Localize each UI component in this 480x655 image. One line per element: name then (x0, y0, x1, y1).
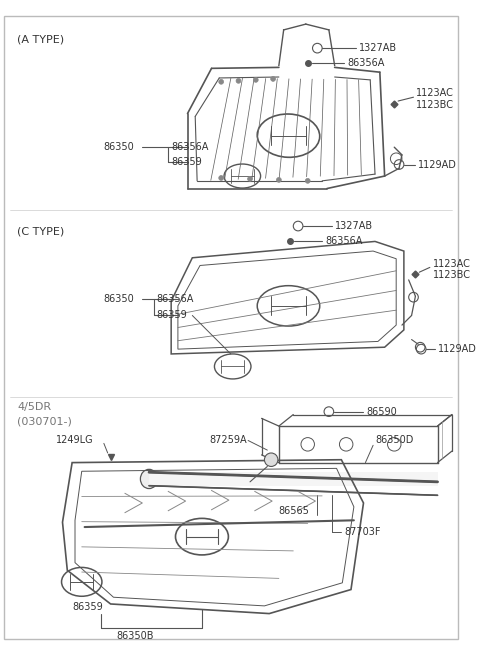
Text: 86359: 86359 (72, 602, 103, 612)
Text: (030701-): (030701-) (17, 417, 72, 426)
Circle shape (219, 79, 224, 84)
Circle shape (305, 178, 310, 183)
Text: 1327AB: 1327AB (335, 221, 373, 231)
Circle shape (236, 79, 241, 83)
Text: 1249LG: 1249LG (56, 436, 94, 445)
Ellipse shape (140, 470, 158, 489)
Text: 86350D: 86350D (375, 436, 413, 445)
Circle shape (264, 453, 278, 466)
Circle shape (253, 77, 258, 83)
Text: 1129AD: 1129AD (438, 344, 477, 354)
Text: 86356A: 86356A (347, 58, 384, 67)
Text: 86350: 86350 (104, 294, 134, 304)
Text: 4/5DR: 4/5DR (17, 402, 51, 412)
Circle shape (276, 178, 281, 182)
Text: 86356A: 86356A (325, 236, 362, 246)
Text: 86356A: 86356A (171, 142, 208, 152)
Text: 86359: 86359 (171, 157, 202, 166)
Text: 1123BC: 1123BC (433, 270, 471, 280)
Text: (C TYPE): (C TYPE) (17, 227, 64, 237)
Text: 86359: 86359 (157, 310, 188, 320)
Text: 1327AB: 1327AB (359, 43, 397, 53)
Circle shape (248, 177, 252, 181)
Text: 86350: 86350 (104, 142, 134, 152)
Text: 87259A: 87259A (210, 436, 247, 445)
Text: (A TYPE): (A TYPE) (17, 35, 64, 45)
Text: 1123AC: 1123AC (416, 88, 454, 98)
Text: 1129AD: 1129AD (418, 160, 457, 170)
Circle shape (219, 176, 224, 180)
Text: 86350B: 86350B (116, 631, 154, 641)
Bar (149, 472, 438, 486)
Circle shape (271, 77, 276, 81)
Text: 1123BC: 1123BC (416, 100, 455, 110)
Text: 1123AC: 1123AC (433, 259, 470, 269)
Text: 86356A: 86356A (157, 294, 194, 304)
Text: 87703F: 87703F (344, 527, 381, 537)
Text: 86590: 86590 (366, 407, 397, 417)
Text: 86565: 86565 (279, 506, 310, 515)
